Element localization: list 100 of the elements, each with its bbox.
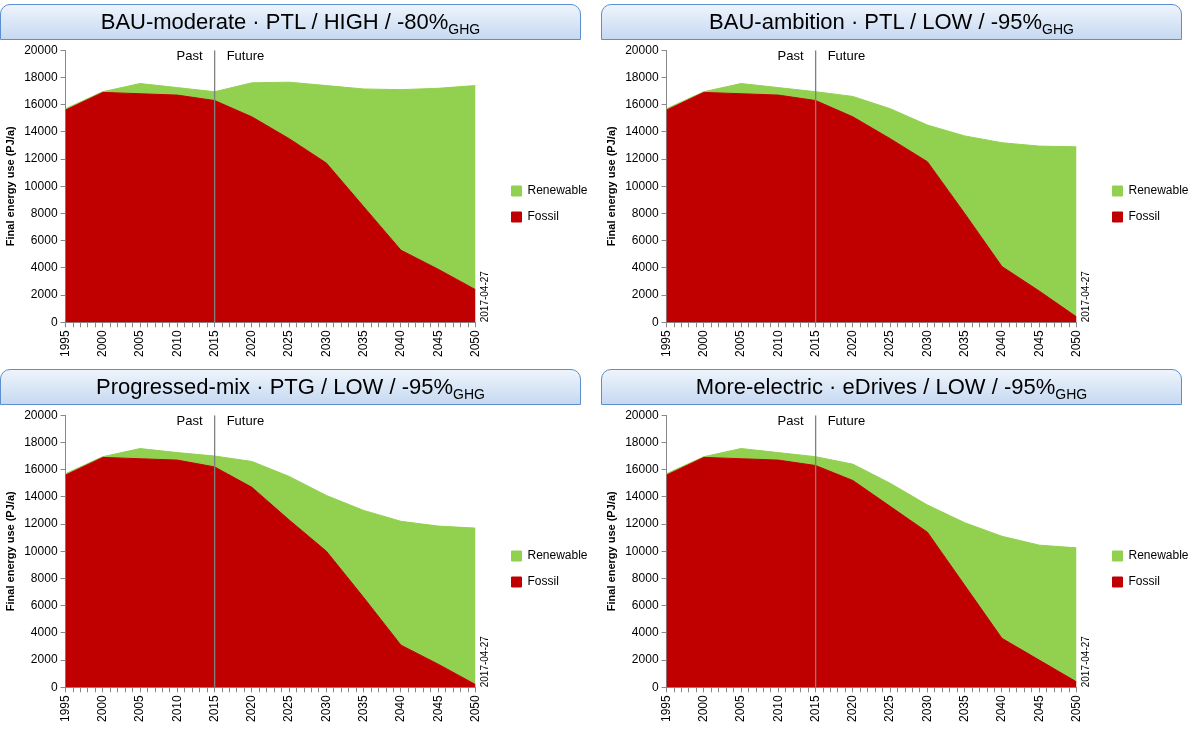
x-tick-label: 2045 (430, 694, 445, 723)
x-tick-label: 2005 (132, 694, 147, 723)
y-tick-label: 16000 (24, 96, 58, 111)
x-tick-label: 2050 (1068, 329, 1083, 358)
y-tick-label: 16000 (625, 461, 659, 476)
y-tick-label: 16000 (24, 461, 58, 476)
annotation: Future (226, 412, 265, 428)
x-tick-label: 2025 (882, 694, 897, 723)
x-tick-label: 2040 (994, 329, 1009, 358)
x-tick-label: 2000 (95, 329, 110, 358)
x-tick-label: 2035 (356, 329, 371, 358)
y-tick-label: 18000 (24, 434, 58, 449)
annotation: Past (777, 47, 805, 63)
y-tick-label: 10000 (625, 543, 659, 558)
y-tick-label: 20000 (24, 42, 58, 57)
annotation: Future (827, 412, 866, 428)
y-tick-label: 6000 (631, 232, 659, 247)
annotation: Past (777, 412, 805, 428)
x-tick-label: 2035 (957, 694, 972, 723)
chart-title: BAU-moderate · PTL / HIGH / -80%$_{GHG}$ (0, 4, 581, 40)
y-tick-label: 20000 (625, 42, 659, 57)
y-tick-label: 6000 (631, 597, 659, 612)
y-tick-label: 8000 (30, 570, 58, 585)
legend-label: Fossil (1128, 209, 1160, 224)
y-tick-label: 10000 (24, 178, 58, 193)
x-tick-label: 1995 (57, 329, 72, 358)
y-tick-label: 0 (651, 314, 659, 329)
x-tick-label: 2010 (770, 329, 785, 358)
x-tick-label: 2040 (994, 694, 1009, 723)
chart-title: BAU-ambition · PTL / LOW / -95%$_{GHG}$ (601, 4, 1182, 40)
x-tick-label: 2040 (393, 694, 408, 723)
y-tick-label: 0 (50, 314, 58, 329)
x-tick-label: 2045 (1031, 329, 1046, 358)
legend-label: Fossil (527, 209, 559, 224)
y-tick-label: 6000 (30, 232, 58, 247)
text: 2017-04-27 (1080, 270, 1092, 323)
y-tick-label: 8000 (631, 205, 659, 220)
y-axis-title: Final energy use (PJ/a) (604, 491, 617, 612)
x-tick-label: 2000 (696, 694, 711, 723)
legend-label: Renewable (1128, 548, 1189, 563)
y-tick-label: 2000 (30, 287, 58, 302)
x-tick-label: 2050 (467, 694, 482, 723)
x-tick-label: 1995 (658, 329, 673, 358)
y-tick-label: 18000 (24, 69, 58, 84)
annotation: Future (226, 47, 265, 63)
x-tick-label: 2030 (919, 694, 934, 723)
y-tick-label: 4000 (631, 260, 659, 275)
x-tick-label: 1995 (57, 694, 72, 723)
text: 2017-04-27 (479, 635, 491, 688)
x-tick-label: 2005 (733, 694, 748, 723)
y-tick-label: 12000 (24, 151, 58, 166)
y-tick-label: 0 (50, 679, 58, 694)
x-tick-label: 2025 (281, 694, 296, 723)
x-tick-label: 2040 (393, 329, 408, 358)
x-tick-label: 2050 (467, 329, 482, 358)
x-tick-label: 2045 (1031, 694, 1046, 723)
legend-label: Fossil (1128, 574, 1160, 589)
y-tick-label: 4000 (30, 625, 58, 640)
y-tick-label: 2000 (631, 652, 659, 667)
x-tick-label: 2045 (430, 329, 445, 358)
x-tick-label: 2050 (1068, 694, 1083, 723)
text: 2017-04-27 (479, 270, 491, 323)
legend-label: Renewable (1128, 183, 1189, 198)
y-axis-title: Final energy use (PJ/a) (3, 126, 16, 247)
x-tick-label: 2020 (244, 694, 259, 723)
y-tick-label: 12000 (625, 151, 659, 166)
annotation: Future (827, 47, 866, 63)
x-tick-label: 2030 (318, 694, 333, 723)
y-tick-label: 8000 (631, 570, 659, 585)
x-tick-label: 2015 (206, 694, 221, 723)
y-axis-title: Final energy use (PJ/a) (604, 126, 617, 247)
y-tick-label: 12000 (625, 516, 659, 531)
y-tick-label: 14000 (625, 489, 659, 504)
y-tick-label: 0 (651, 679, 659, 694)
y-tick-label: 18000 (625, 434, 659, 449)
y-tick-label: 20000 (24, 407, 58, 422)
annotation: Past (176, 412, 204, 428)
y-tick-label: 4000 (30, 260, 58, 275)
y-tick-label: 14000 (625, 124, 659, 139)
x-tick-label: 2005 (733, 329, 748, 358)
x-tick-label: 2020 (845, 329, 860, 358)
x-tick-label: 2015 (206, 329, 221, 358)
x-tick-label: 2010 (770, 694, 785, 723)
y-tick-label: 2000 (30, 652, 58, 667)
legend-label: Renewable (527, 548, 588, 563)
y-tick-label: 14000 (24, 124, 58, 139)
x-tick-label: 1995 (658, 694, 673, 723)
y-tick-label: 8000 (30, 205, 58, 220)
x-tick-label: 2015 (807, 329, 822, 358)
x-tick-label: 2025 (882, 329, 897, 358)
y-tick-label: 12000 (24, 516, 58, 531)
legend-label: Renewable (527, 183, 588, 198)
x-tick-label: 2010 (169, 694, 184, 723)
x-tick-label: 2020 (845, 694, 860, 723)
chart-title: More-electric · eDrives / LOW / -95%$_{GHG}$ (601, 369, 1182, 405)
x-tick-label: 2005 (132, 329, 147, 358)
y-tick-label: 16000 (625, 96, 659, 111)
x-tick-label: 2000 (696, 329, 711, 358)
y-tick-label: 14000 (24, 489, 58, 504)
y-axis-title: Final energy use (PJ/a) (3, 491, 16, 612)
